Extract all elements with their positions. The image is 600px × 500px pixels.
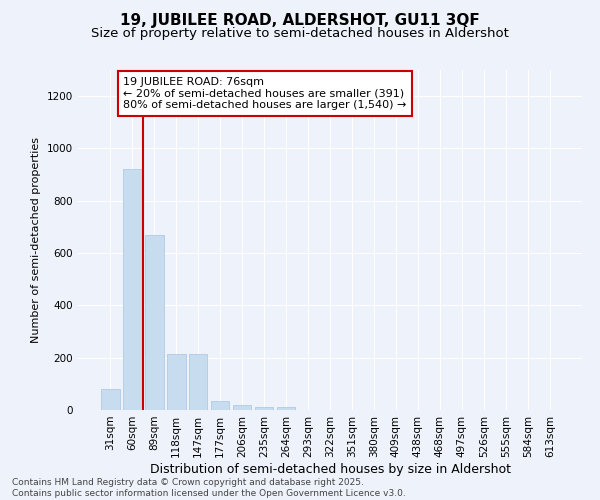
Bar (233, 405, 251, 410)
Text: Contains HM Land Registry data © Crown copyright and database right 2025.
Contai: Contains HM Land Registry data © Crown c… (12, 478, 406, 498)
Text: 19 JUBILEE ROAD: 76sqm
← 20% of semi-detached houses are smaller (391)
80% of se: 19 JUBILEE ROAD: 76sqm ← 20% of semi-det… (124, 77, 407, 110)
X-axis label: Distribution of semi-detached houses by size in Aldershot: Distribution of semi-detached houses by … (149, 462, 511, 475)
Y-axis label: Number of semi-detached properties: Number of semi-detached properties (31, 137, 41, 343)
Text: 19, JUBILEE ROAD, ALDERSHOT, GU11 3QF: 19, JUBILEE ROAD, ALDERSHOT, GU11 3QF (120, 12, 480, 28)
Bar (167, 354, 185, 410)
Bar (145, 235, 164, 410)
Text: Size of property relative to semi-detached houses in Aldershot: Size of property relative to semi-detach… (91, 28, 509, 40)
Bar (277, 408, 295, 410)
Bar (255, 407, 274, 410)
Bar (123, 170, 142, 410)
Bar (189, 354, 208, 410)
Bar (101, 389, 119, 410)
Bar (211, 401, 229, 410)
